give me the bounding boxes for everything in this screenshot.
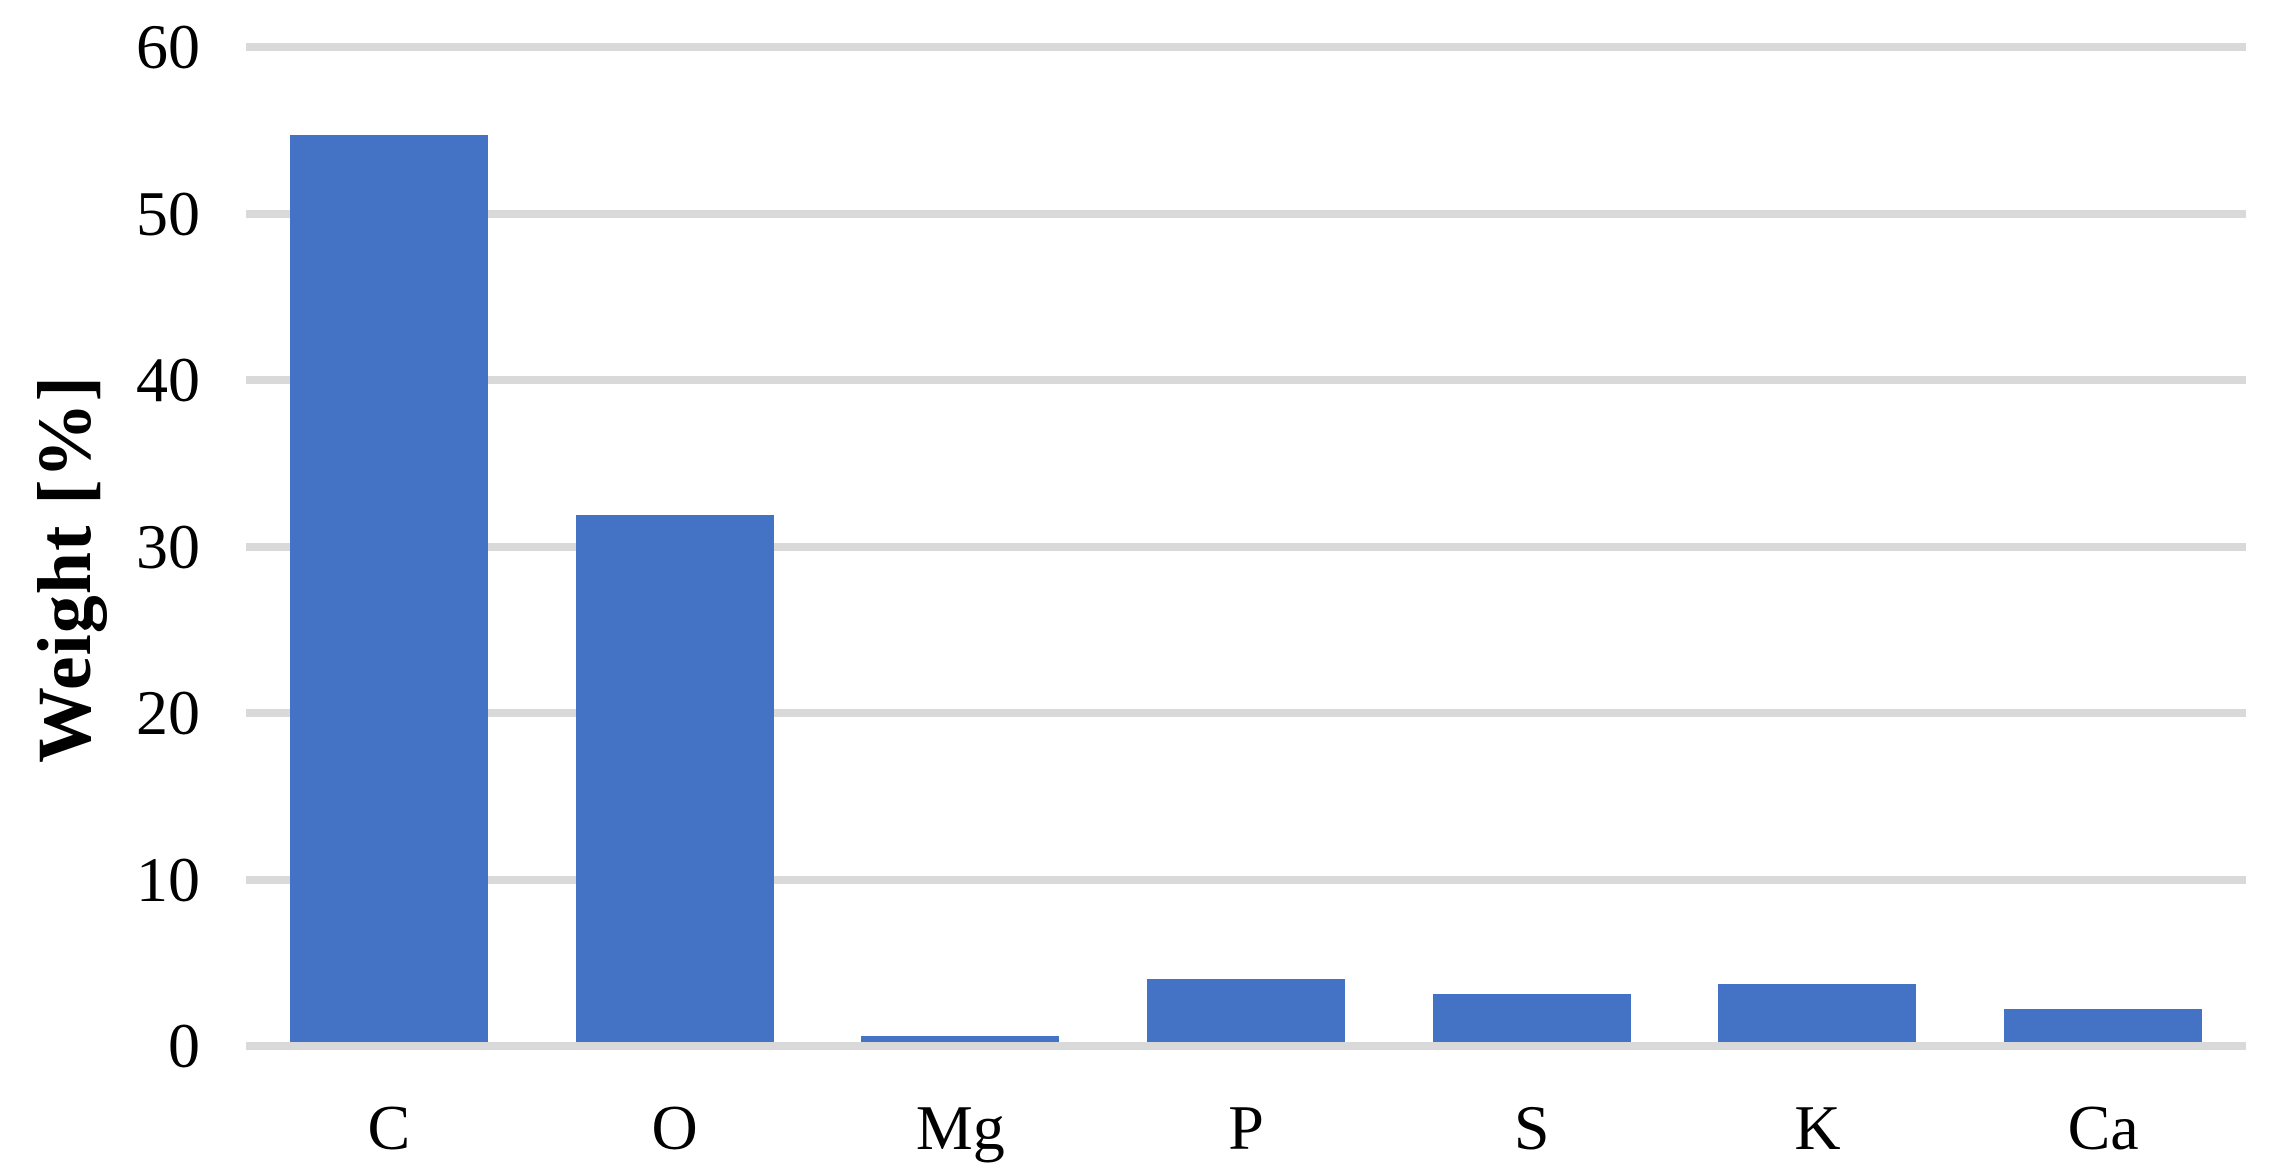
x-category-label-Mg: Mg: [915, 1092, 1005, 1163]
y-tick-label-0: 0: [168, 1010, 200, 1081]
y-tick-label-20: 20: [136, 677, 200, 748]
gridline-y-30: [246, 542, 2246, 551]
x-category-label-P: P: [1228, 1092, 1264, 1163]
x-category-label-O: O: [651, 1092, 698, 1163]
y-tick-label-10: 10: [136, 843, 200, 915]
bar-O: [575, 514, 774, 1042]
bar-S: [1432, 994, 1631, 1042]
x-category-label-Ca: Ca: [2067, 1092, 2139, 1163]
bar-Ca: [2004, 1009, 2203, 1042]
x-category-label-K: K: [1794, 1092, 1841, 1163]
bar-P: [1147, 979, 1345, 1042]
x-category-label-C: C: [367, 1092, 411, 1163]
y-tick-label-40: 40: [136, 344, 200, 415]
bar-C: [289, 135, 488, 1042]
gridline-y-10: [246, 875, 2246, 884]
gridline-y-50: [246, 209, 2246, 218]
gridline-y-20: [246, 709, 2246, 717]
gridline-y-0: [246, 1042, 2246, 1050]
y-tick-label-50: 50: [136, 177, 200, 249]
x-category-label-S: S: [1513, 1092, 1550, 1163]
bar-Mg: [861, 1036, 1060, 1042]
y-tick-label-60: 60: [136, 11, 200, 82]
gridline-y-60: [246, 43, 2246, 51]
gridline-y-40: [246, 376, 2246, 384]
y-tick-label-30: 30: [136, 510, 200, 582]
bar-K: [1718, 984, 1917, 1042]
